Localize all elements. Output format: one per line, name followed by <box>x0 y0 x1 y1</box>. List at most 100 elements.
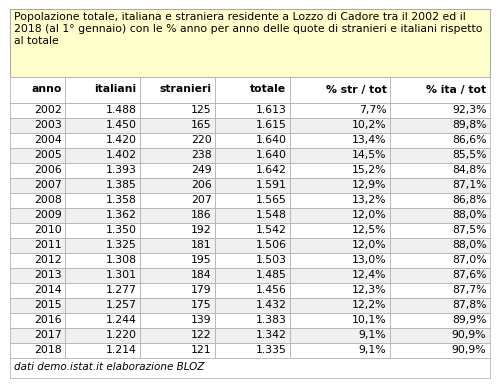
Bar <box>140 193 215 208</box>
Text: 1.450: 1.450 <box>106 120 136 130</box>
Bar <box>140 267 215 283</box>
Bar <box>11 178 66 193</box>
Bar <box>291 193 390 208</box>
Bar <box>140 222 215 237</box>
Text: 87,1%: 87,1% <box>452 180 486 190</box>
Text: 85,5%: 85,5% <box>452 150 486 160</box>
Bar <box>140 313 215 327</box>
Bar <box>390 313 490 327</box>
Text: 12,9%: 12,9% <box>352 180 386 190</box>
Text: 1.335: 1.335 <box>256 345 287 355</box>
Text: 9,1%: 9,1% <box>359 345 386 355</box>
Text: 1.542: 1.542 <box>256 225 287 235</box>
Bar <box>390 163 490 178</box>
Text: 1.615: 1.615 <box>256 120 287 130</box>
Bar <box>140 342 215 357</box>
Bar <box>291 342 390 357</box>
Text: 84,8%: 84,8% <box>452 165 486 175</box>
Text: 1.383: 1.383 <box>256 315 287 325</box>
Text: 89,9%: 89,9% <box>452 315 486 325</box>
Text: 89,8%: 89,8% <box>452 120 486 130</box>
Bar <box>66 103 140 117</box>
Bar <box>390 76 490 103</box>
Text: 88,0%: 88,0% <box>452 210 486 220</box>
Bar <box>140 178 215 193</box>
Text: 90,9%: 90,9% <box>452 345 486 355</box>
Bar <box>66 178 140 193</box>
Text: 1.456: 1.456 <box>256 285 287 295</box>
Text: 1.220: 1.220 <box>106 330 136 340</box>
Bar <box>140 208 215 222</box>
Bar <box>215 313 291 327</box>
Text: 12,0%: 12,0% <box>352 240 386 250</box>
Text: % str / tot: % str / tot <box>326 85 386 95</box>
Bar <box>215 178 291 193</box>
Text: dati demo.istat.it elaborazione BLOZ: dati demo.istat.it elaborazione BLOZ <box>15 362 205 372</box>
Bar <box>66 163 140 178</box>
Text: 15,2%: 15,2% <box>352 165 386 175</box>
Text: 2007: 2007 <box>34 180 62 190</box>
Bar <box>140 237 215 252</box>
Bar <box>11 237 66 252</box>
Text: 87,0%: 87,0% <box>452 255 486 265</box>
Bar <box>66 147 140 163</box>
Bar <box>291 283 390 298</box>
Bar <box>11 208 66 222</box>
Bar <box>66 117 140 132</box>
Text: 1.640: 1.640 <box>256 150 287 160</box>
Text: 1.432: 1.432 <box>256 300 287 310</box>
Text: % ita / tot: % ita / tot <box>426 85 486 95</box>
Text: 2003: 2003 <box>34 120 62 130</box>
Text: 1.214: 1.214 <box>106 345 136 355</box>
Bar <box>215 283 291 298</box>
Bar <box>215 147 291 163</box>
Bar <box>215 103 291 117</box>
Text: 186: 186 <box>191 210 211 220</box>
Bar <box>11 327 66 342</box>
Bar <box>390 178 490 193</box>
Bar <box>11 298 66 313</box>
Bar <box>11 163 66 178</box>
Bar <box>390 103 490 117</box>
Bar <box>11 103 66 117</box>
Text: 87,7%: 87,7% <box>452 285 486 295</box>
Bar <box>11 147 66 163</box>
Text: 179: 179 <box>191 285 211 295</box>
Text: 90,9%: 90,9% <box>452 330 486 340</box>
Text: 10,1%: 10,1% <box>352 315 386 325</box>
Text: 1.358: 1.358 <box>106 195 136 205</box>
Text: 1.485: 1.485 <box>256 270 287 280</box>
Text: 165: 165 <box>191 120 211 130</box>
Bar <box>140 132 215 147</box>
Bar <box>140 117 215 132</box>
Text: stranieri: stranieri <box>159 85 211 95</box>
Text: 2006: 2006 <box>34 165 62 175</box>
Text: 2011: 2011 <box>34 240 62 250</box>
Text: 1.591: 1.591 <box>256 180 287 190</box>
Bar <box>215 342 291 357</box>
Text: 249: 249 <box>191 165 211 175</box>
Text: 1.548: 1.548 <box>256 210 287 220</box>
Text: 2002: 2002 <box>34 105 62 115</box>
Text: 181: 181 <box>191 240 211 250</box>
Bar <box>66 267 140 283</box>
Bar <box>291 178 390 193</box>
Text: 139: 139 <box>191 315 211 325</box>
Text: 13,2%: 13,2% <box>352 195 386 205</box>
Text: 1.308: 1.308 <box>106 255 136 265</box>
Bar <box>390 237 490 252</box>
Bar <box>215 132 291 147</box>
Bar <box>291 267 390 283</box>
Bar <box>291 208 390 222</box>
Bar <box>11 193 66 208</box>
Bar <box>11 76 66 103</box>
Bar <box>140 103 215 117</box>
Bar <box>66 342 140 357</box>
Text: 12,2%: 12,2% <box>352 300 386 310</box>
Text: 195: 195 <box>191 255 211 265</box>
Bar <box>215 267 291 283</box>
Text: 1.565: 1.565 <box>256 195 287 205</box>
Text: 1.385: 1.385 <box>106 180 136 190</box>
Bar <box>66 327 140 342</box>
Bar <box>140 76 215 103</box>
